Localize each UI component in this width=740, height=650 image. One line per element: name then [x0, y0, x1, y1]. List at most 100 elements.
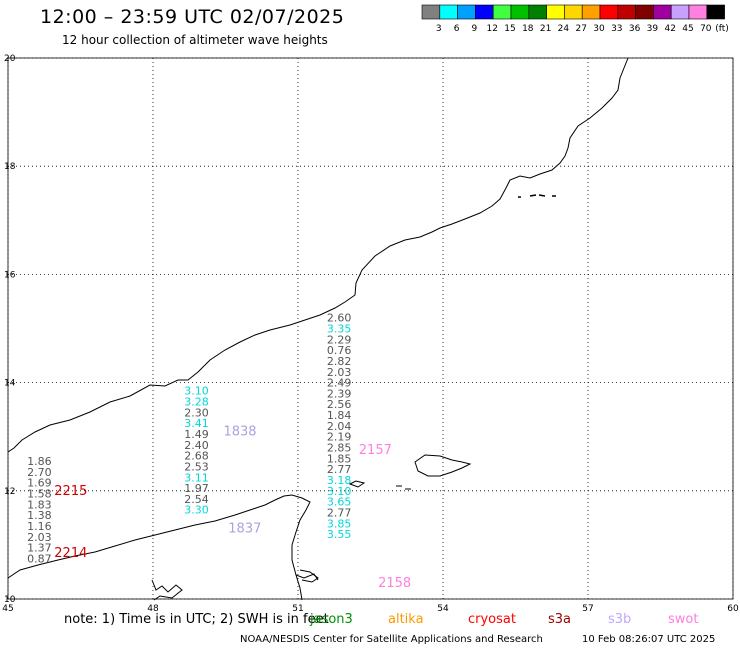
wave-height-label: 1.37: [27, 542, 52, 555]
legend-label: 27: [575, 24, 586, 34]
wave-height-label: 2.60: [327, 312, 352, 325]
wave-height-label: 2.39: [327, 387, 352, 400]
wave-height-label: 2.49: [327, 377, 352, 390]
wave-height-label: 2.77: [327, 463, 352, 476]
lat-tick-label: 12: [4, 487, 15, 497]
footer-note: note: 1) Time is in UTC; 2) SWH is in fe…: [64, 612, 329, 627]
wave-height-color-legend: 3 6 9 12 15 18 21 24 27 30 33 36 39 42 45 70 (ft): [421, 4, 729, 34]
pass-time-label: 2158: [378, 576, 411, 591]
island-socotra: [414, 454, 472, 477]
satellite-legend-swot: swot: [668, 612, 699, 627]
wave-height-label: 3.10: [184, 385, 209, 398]
lon-tick-label: 51: [292, 604, 303, 614]
satellite-legend-s3a: s3a: [548, 612, 572, 627]
legend-label: 21: [540, 24, 551, 34]
wave-height-label: 2.68: [184, 450, 209, 463]
wave-height-label: 1.85: [327, 452, 352, 465]
legend-swatch: [706, 4, 725, 20]
lat-tick-label: 18: [4, 162, 16, 172]
wave-height-label: 2.82: [327, 355, 352, 368]
pass-time-label: 2215: [54, 484, 87, 499]
wave-height-label: 1.16: [27, 520, 52, 533]
wave-height-label: 1.84: [327, 409, 352, 422]
satellite-legend-cryosat: cryosat: [468, 612, 516, 627]
map-title: 12:00 – 23:59 UTC 02/07/2025: [40, 6, 345, 28]
footer-credit: NOAA/NESDIS Center for Satellite Applica…: [240, 634, 543, 645]
legend-label: 12: [486, 24, 497, 34]
wave-height-label: 1.38: [27, 509, 52, 522]
wave-height-label: 1.49: [184, 428, 209, 441]
lat-tick-label: 16: [4, 270, 16, 280]
wave-height-label: 2.77: [327, 506, 352, 519]
wave-height-label: 0.76: [327, 344, 352, 357]
lat-tick-label: 20: [4, 54, 16, 64]
legend-label: 36: [629, 24, 641, 34]
lat-tick-label: 14: [4, 379, 16, 389]
satellite-legend-altika: altika: [388, 612, 424, 627]
coastline: [7, 57, 629, 601]
legend-label: 70: [700, 24, 712, 34]
island-abd-al-kuri: [348, 480, 366, 488]
wave-height-label: 2.40: [184, 439, 209, 452]
coastline-arabia: [7, 57, 629, 453]
wave-height-label: 3.55: [327, 528, 352, 541]
lon-tick-label: 45: [2, 604, 13, 614]
wave-height-label: 3.35: [327, 323, 352, 336]
lon-tick-label: 54: [437, 604, 449, 614]
coastline-somalia: [7, 494, 311, 601]
legend-label: 45: [682, 24, 693, 34]
legend-label: 42: [664, 24, 675, 34]
pass-time-label: 1838: [223, 424, 256, 439]
footer-timestamp: 10 Feb 08:26:07 UTC 2025: [582, 634, 716, 645]
legend-label: 39: [647, 24, 659, 34]
wave-height-label: 2.56: [327, 398, 352, 411]
legend-unit: (ft): [715, 24, 729, 34]
legend-label: 24: [558, 24, 570, 34]
legend-label: 3: [436, 24, 442, 34]
map-subtitle: 12 hour collection of altimeter wave hei…: [62, 33, 328, 47]
satellite-legend-jason3: jason3: [310, 612, 353, 627]
pass-time-label: 1837: [228, 522, 261, 537]
wave-height-label: 3.41: [184, 417, 209, 430]
legend-label: 15: [504, 24, 515, 34]
wave-height-label: 2.19: [327, 431, 352, 444]
pass-time-label: 2214: [54, 546, 87, 561]
legend-label: 6: [454, 24, 460, 34]
lat-tick-label: 10: [4, 595, 16, 605]
wave-height-label: 2.29: [327, 333, 352, 346]
axis-tick-labels: 45 48 51 54 57 60 20 18 16 14 12 10: [2, 54, 739, 614]
altimeter-tracks: 1.862.701.691.581.831.381.162.031.370.87…: [27, 312, 351, 566]
coastline-ras-hafun: [299, 569, 319, 583]
wave-height-label: 3.85: [327, 517, 352, 530]
wave-height-label: 1.69: [27, 477, 52, 490]
satellite-legend-s3b: s3b: [608, 612, 632, 627]
map-frame: [7, 57, 734, 600]
island-darsa: [396, 485, 411, 490]
legend-label: 33: [611, 24, 622, 34]
coastline-puntland-inlet: [151, 579, 183, 601]
legend-label: 9: [472, 24, 478, 34]
pass-time-label: 2157: [359, 443, 392, 458]
wave-height-label: 3.30: [184, 504, 209, 517]
island-kuria-muria: [518, 194, 556, 198]
wave-height-label: 3.11: [184, 471, 209, 484]
wave-height-label: 3.65: [327, 496, 352, 509]
wave-height-label: 2.53: [184, 460, 209, 473]
wave-height-label: 3.10: [327, 485, 352, 498]
wave-height-label: 2.70: [27, 466, 52, 479]
wave-height-label: 0.87: [27, 552, 52, 565]
legend-label: 18: [522, 24, 534, 34]
coastline-yemen-gulf-tip: [295, 573, 319, 581]
wave-height-label: 3.28: [184, 396, 209, 409]
lon-tick-label: 48: [147, 604, 159, 614]
wave-height-label: 2.30: [184, 406, 209, 419]
wave-height-label: 1.58: [27, 488, 52, 501]
wave-height-label: 2.04: [327, 420, 352, 433]
pass-time-labels: 2215 2214 1838 1837 2157 2158: [54, 424, 411, 590]
wave-height-label: 1.83: [27, 498, 52, 511]
wave-height-label: 1.86: [27, 455, 52, 468]
wave-height-label: 1.97: [184, 482, 209, 495]
legend-label: 30: [593, 24, 605, 34]
lat-lon-grid: [7, 57, 734, 600]
